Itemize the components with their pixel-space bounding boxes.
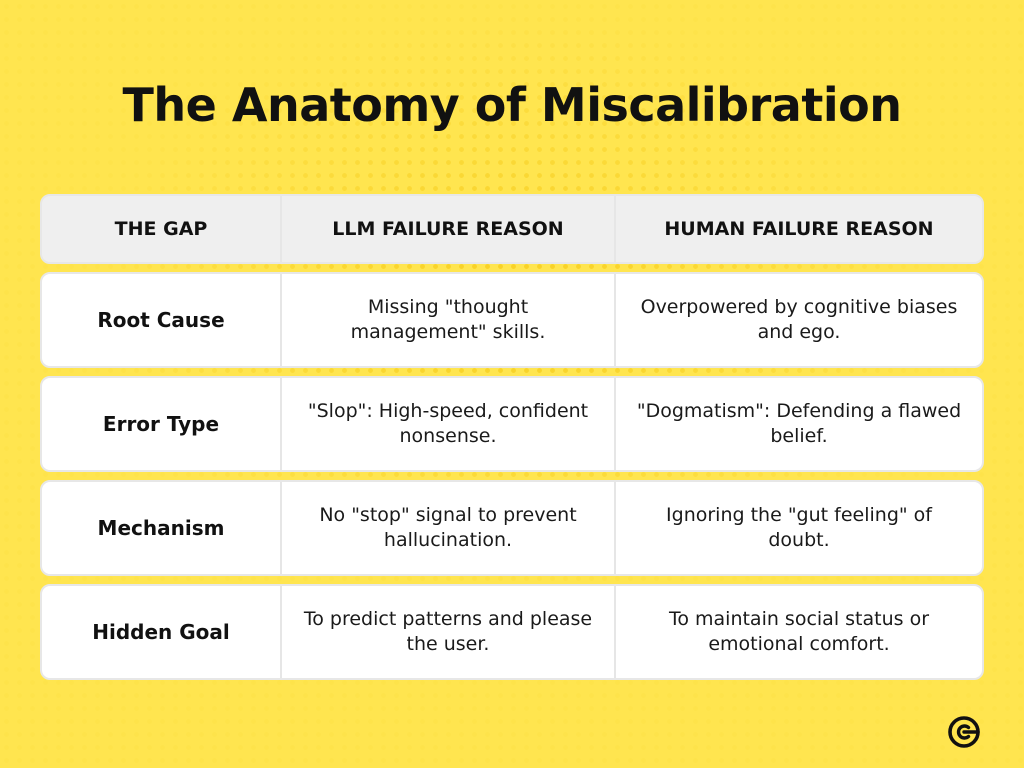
human-cell: "Dogmatism": Defending a flawed belief. [614,378,982,470]
table-row: Mechanism No "stop" signal to prevent ha… [40,480,984,576]
llm-cell: "Slop": High-speed, confident nonsense. [280,378,614,470]
human-cell: Overpowered by cognitive biases and ego. [614,274,982,366]
row-label: Mechanism [97,516,225,540]
llm-cell: To predict patterns and please the user. [280,586,614,678]
human-cell: Ignoring the "gut feeling" of doubt. [614,482,982,574]
header-the-gap: THE GAP [114,218,208,240]
table-row: Root Cause Missing "thought management" … [40,272,984,368]
row-label: Error Type [102,412,220,436]
human-cell: To maintain social status or emotional c… [614,586,982,678]
header-human-failure-reason: HUMAN FAILURE REASON [614,196,982,262]
circle-c-logo-icon [948,716,980,748]
row-label: Root Cause [97,308,225,332]
header-llm-failure-reason: LLM FAILURE REASON [280,196,614,262]
comparison-table: THE GAP LLM FAILURE REASON HUMAN FAILURE… [40,194,984,688]
row-label: Hidden Goal [92,620,230,644]
page-title: The Anatomy of Miscalibration [122,78,902,132]
table-header-row: THE GAP LLM FAILURE REASON HUMAN FAILURE… [40,194,984,264]
table-row: Hidden Goal To predict patterns and plea… [40,584,984,680]
table-row: Error Type "Slop": High-speed, confident… [40,376,984,472]
llm-cell: No "stop" signal to prevent hallucinatio… [280,482,614,574]
llm-cell: Missing "thought management" skills. [280,274,614,366]
